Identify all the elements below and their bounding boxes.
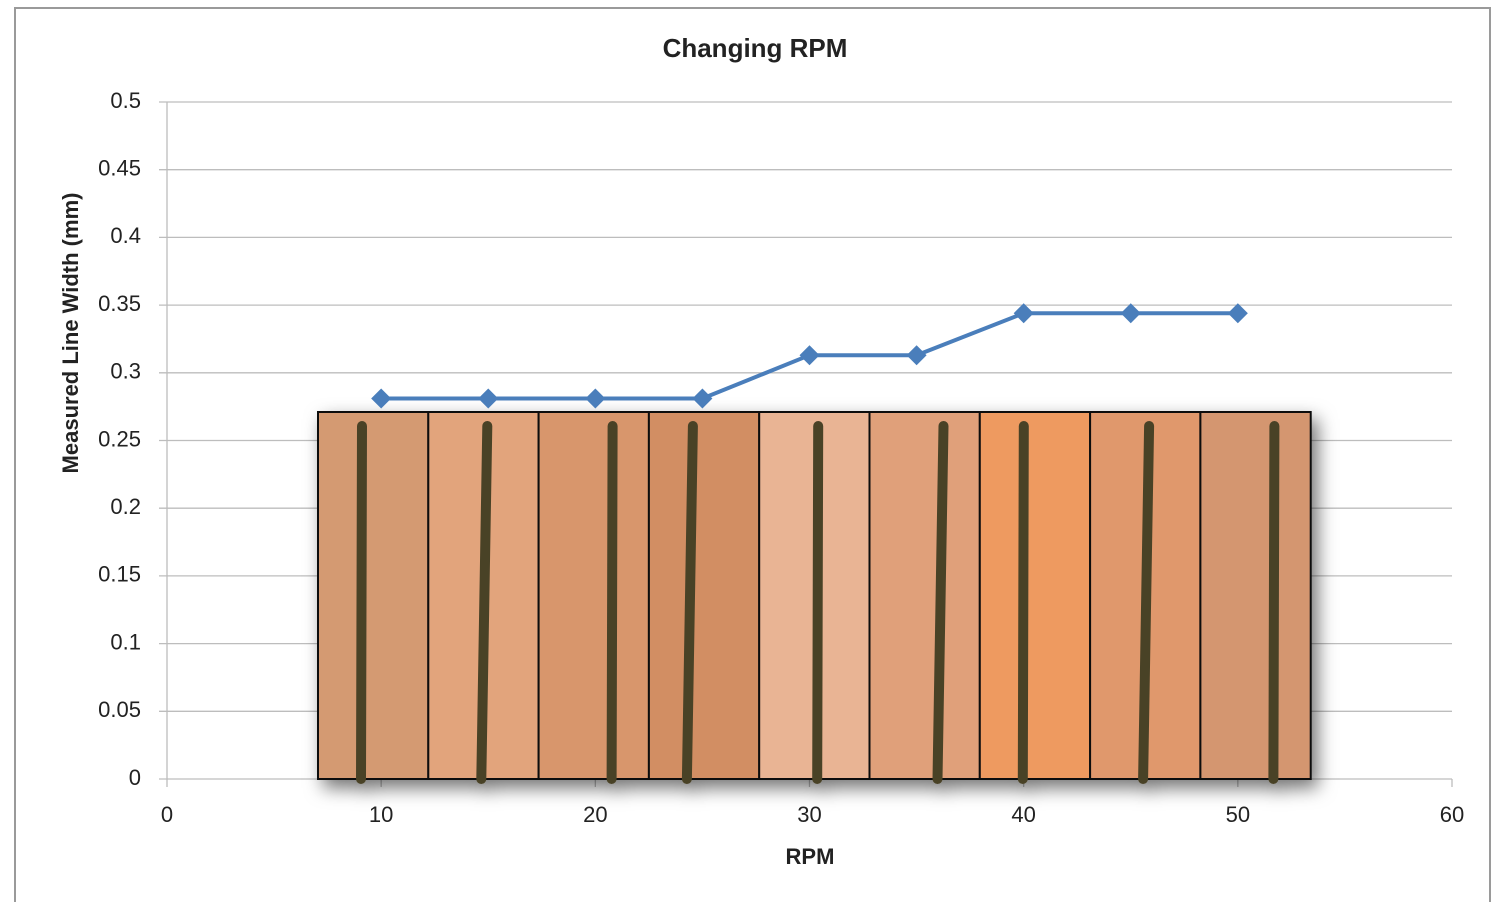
photo-panel bbox=[1199, 411, 1312, 780]
y-tick-label: 0 bbox=[129, 765, 141, 790]
x-tick-label: 20 bbox=[583, 802, 607, 827]
photo-panel bbox=[317, 411, 430, 780]
data-point bbox=[371, 388, 392, 409]
photo-line bbox=[1138, 421, 1155, 784]
data-point bbox=[478, 388, 499, 409]
photo-line bbox=[356, 421, 367, 784]
y-axis-label: Measured Line Width (mm) bbox=[58, 193, 83, 474]
x-tick-label: 40 bbox=[1011, 802, 1035, 827]
x-tick-label: 10 bbox=[369, 802, 393, 827]
x-tick-label: 0 bbox=[161, 802, 173, 827]
chart-title: Changing RPM bbox=[663, 33, 848, 63]
data-point bbox=[1227, 303, 1248, 324]
photo-panel bbox=[868, 411, 981, 780]
photo-line bbox=[812, 421, 824, 784]
photo-panel bbox=[978, 411, 1092, 780]
photo-line bbox=[606, 421, 618, 784]
y-tick-label: 0.25 bbox=[98, 426, 141, 451]
photo-inset bbox=[317, 411, 1312, 784]
x-tick-label: 50 bbox=[1226, 802, 1250, 827]
y-tick-label: 0.15 bbox=[98, 562, 141, 587]
photo-line bbox=[932, 421, 949, 784]
data-point bbox=[585, 388, 606, 409]
photo-line bbox=[681, 421, 698, 784]
y-tick-label: 0.45 bbox=[98, 156, 141, 181]
photo-line bbox=[476, 421, 493, 784]
x-axis-label: RPM bbox=[786, 844, 835, 869]
y-tick-label: 0.1 bbox=[110, 629, 141, 654]
y-tick-label: 0.05 bbox=[98, 697, 141, 722]
data-point bbox=[906, 345, 927, 366]
y-tick-label: 0.2 bbox=[110, 494, 141, 519]
x-tick-label: 60 bbox=[1440, 802, 1464, 827]
data-point bbox=[1120, 303, 1141, 324]
data-point bbox=[799, 345, 820, 366]
photo-panel bbox=[537, 411, 650, 780]
photo-panel bbox=[647, 411, 761, 780]
y-tick-label: 0.5 bbox=[110, 88, 141, 113]
y-tick-label: 0.3 bbox=[110, 359, 141, 384]
photo-line bbox=[1268, 421, 1280, 784]
y-tick-label: 0.35 bbox=[98, 291, 141, 316]
data-point bbox=[692, 388, 713, 409]
photo-line bbox=[1017, 421, 1029, 784]
plot bbox=[371, 303, 1248, 409]
x-tick-label: 30 bbox=[797, 802, 821, 827]
y-tick-label: 0.4 bbox=[110, 223, 141, 248]
data-point bbox=[1013, 303, 1034, 324]
